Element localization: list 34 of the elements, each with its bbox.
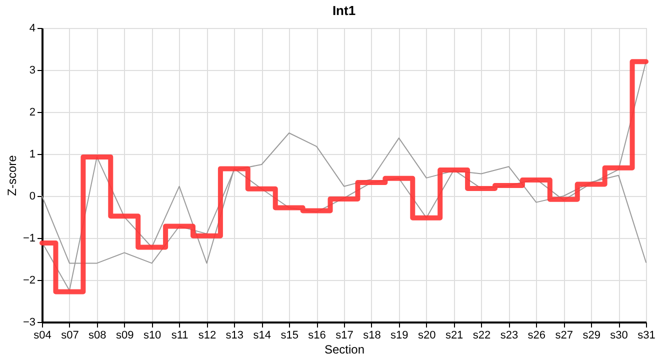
x-tick-label: s23 (500, 330, 518, 342)
y-tick-label: 2 (29, 106, 36, 118)
y-tick-label: 4 (29, 22, 36, 34)
x-axis-title: Section (324, 342, 365, 356)
x-tick-label: s21 (445, 330, 464, 342)
x-tick-label: s26 (528, 330, 546, 342)
x-tick-label: s19 (390, 330, 408, 342)
y-tick-label: 1 (29, 148, 36, 160)
x-tick-label: s10 (143, 330, 162, 342)
x-tick-label: s08 (88, 330, 106, 342)
x-tick-label: s07 (61, 330, 79, 342)
x-tick-label: s17 (336, 330, 354, 342)
x-tick-label: s30 (610, 330, 628, 342)
x-tick-label: s20 (418, 330, 436, 342)
y-tick-label: −3 (22, 316, 36, 328)
x-tick-label: s04 (34, 330, 52, 342)
y-tick-label: 0 (29, 190, 36, 202)
x-tick-label: s27 (555, 330, 574, 342)
x-tick-label: s14 (253, 330, 272, 342)
chart-title: Int1 (332, 3, 356, 18)
x-tick-label: s16 (308, 330, 326, 342)
y-tick-label: −2 (22, 274, 36, 286)
y-axis-title: Z-score (4, 154, 19, 196)
x-tick-label: s12 (198, 330, 216, 342)
x-tick-label: s13 (226, 330, 244, 342)
x-tick-label: s31 (638, 330, 656, 342)
y-tick-label: −1 (22, 232, 36, 244)
x-tick-label: s11 (171, 330, 188, 342)
x-tick-label: s15 (280, 330, 298, 342)
y-tick-label: 3 (29, 64, 36, 76)
x-tick-label: s18 (363, 330, 381, 342)
x-tick-label: s22 (472, 330, 491, 342)
x-tick-label: s29 (582, 330, 600, 342)
x-tick-label: s09 (116, 330, 134, 342)
